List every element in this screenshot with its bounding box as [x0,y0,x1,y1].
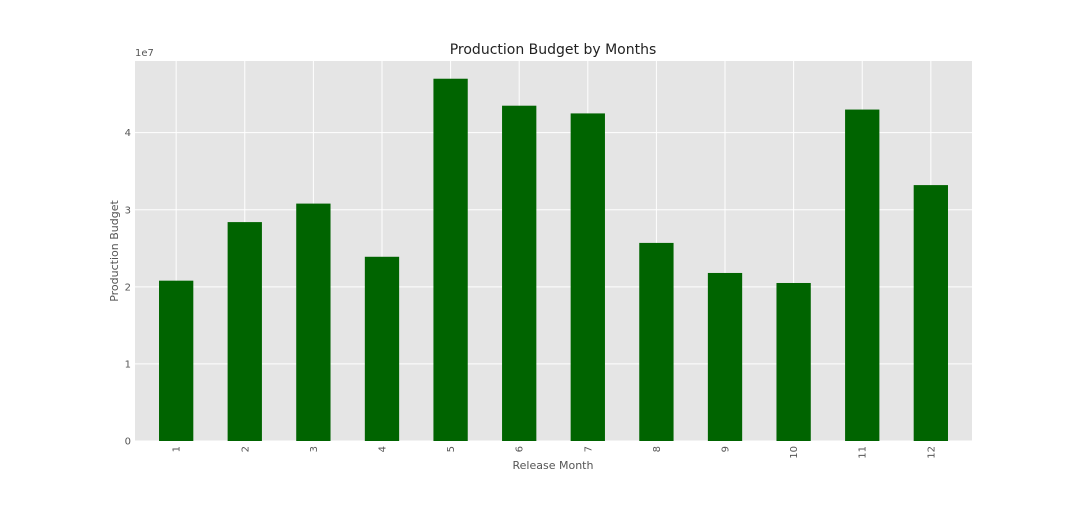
bar-month-4 [364,256,400,441]
x-tick-label: 12 [926,446,937,459]
x-tick-label: 1 [172,446,183,452]
x-axis-label: Release Month [513,459,594,472]
x-tick-label: 11 [858,446,869,459]
bar-month-1 [159,280,194,441]
bar-month-9 [707,272,743,441]
x-tick-label: 9 [721,446,732,452]
x-tick-label: 6 [515,446,526,452]
y-tick-label: 3 [125,205,131,216]
bar-month-2 [227,222,262,441]
bar-month-10 [776,282,811,441]
x-tick-label: 5 [446,446,457,452]
y-axis-offset-label: 1e7 [135,48,154,59]
x-tick-label: 3 [309,446,320,452]
x-tick-label: 10 [789,446,800,459]
bar-month-3 [296,203,331,441]
bar-month-11 [845,109,880,441]
bars [159,78,948,442]
bar-month-8 [639,242,674,441]
y-tick-label: 2 [125,282,131,293]
bar-month-5 [433,78,468,441]
y-axis-label: Production Budget [108,200,121,302]
x-tick-label: 8 [652,446,663,452]
x-tick-label: 2 [240,446,251,452]
bar-month-6 [502,105,537,442]
plot-background [135,61,972,441]
bar-month-7 [570,113,605,442]
chart-title: Production Budget by Months [450,42,657,58]
x-tick-label: 4 [377,446,388,452]
x-tick-label: 7 [583,446,594,452]
bar-month-12 [913,185,948,441]
y-tick-label: 1 [125,359,131,370]
y-tick-label: 0 [125,437,131,448]
y-tick-label: 4 [125,128,131,139]
